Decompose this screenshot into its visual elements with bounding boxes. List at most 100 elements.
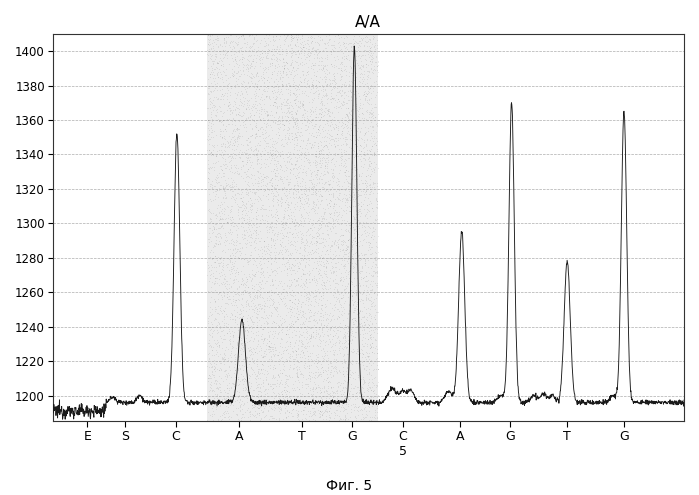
Point — [362, 239, 373, 247]
Point — [339, 389, 350, 396]
Point — [231, 264, 242, 272]
Point — [264, 229, 275, 237]
Point — [340, 62, 352, 70]
Point — [359, 94, 370, 102]
Point — [240, 234, 251, 242]
Point — [357, 312, 368, 320]
Point — [366, 109, 377, 117]
Point — [286, 321, 297, 329]
Point — [271, 334, 282, 342]
Point — [293, 323, 304, 331]
Point — [288, 212, 299, 220]
Point — [277, 220, 288, 228]
Point — [208, 224, 219, 232]
Point — [333, 31, 344, 39]
Point — [292, 373, 303, 381]
Point — [294, 59, 305, 67]
Point — [343, 280, 354, 288]
Point — [276, 175, 287, 183]
Point — [215, 215, 226, 223]
Point — [297, 348, 308, 356]
Point — [211, 384, 222, 392]
Point — [248, 302, 259, 310]
Point — [270, 350, 281, 358]
Point — [271, 304, 282, 312]
Point — [239, 40, 250, 48]
Point — [205, 372, 216, 380]
Point — [295, 301, 306, 309]
Point — [310, 188, 321, 196]
Point — [362, 370, 373, 378]
Point — [340, 186, 351, 194]
Point — [238, 325, 250, 333]
Point — [254, 257, 266, 265]
Point — [311, 332, 322, 340]
Point — [207, 398, 218, 406]
Point — [298, 351, 310, 359]
Point — [282, 113, 293, 121]
Point — [318, 86, 329, 94]
Point — [223, 80, 234, 88]
Point — [254, 365, 265, 373]
Point — [324, 411, 335, 419]
Point — [206, 279, 217, 287]
Point — [275, 397, 287, 405]
Point — [346, 174, 357, 182]
Point — [352, 193, 363, 201]
Point — [301, 187, 312, 195]
Point — [324, 196, 336, 204]
Point — [328, 166, 339, 174]
Point — [266, 259, 277, 267]
Point — [289, 97, 300, 104]
Point — [315, 331, 326, 339]
Point — [315, 223, 326, 231]
Point — [306, 276, 317, 284]
Point — [266, 255, 277, 263]
Point — [336, 151, 347, 159]
Point — [296, 128, 307, 136]
Bar — [207, 34, 377, 421]
Point — [285, 280, 296, 288]
Point — [308, 50, 319, 58]
Point — [294, 308, 305, 316]
Point — [292, 415, 303, 423]
Point — [284, 408, 295, 416]
Point — [276, 135, 287, 143]
Point — [352, 305, 363, 313]
Point — [228, 315, 239, 323]
Point — [346, 220, 357, 228]
Point — [266, 140, 278, 148]
Point — [293, 363, 304, 371]
Point — [345, 237, 356, 245]
Point — [317, 214, 329, 222]
Point — [363, 378, 374, 386]
Point — [364, 344, 375, 351]
Point — [332, 181, 343, 189]
Point — [257, 255, 268, 263]
Point — [273, 403, 284, 411]
Point — [254, 411, 265, 419]
Point — [290, 174, 301, 182]
Point — [239, 400, 250, 408]
Point — [286, 33, 297, 41]
Point — [329, 285, 340, 293]
Point — [322, 180, 333, 188]
Point — [295, 46, 306, 53]
Point — [245, 170, 257, 178]
Point — [358, 281, 369, 289]
Point — [309, 156, 320, 164]
Point — [340, 367, 352, 375]
Point — [231, 289, 243, 297]
Point — [255, 124, 266, 132]
Point — [213, 169, 224, 177]
Point — [308, 385, 319, 393]
Point — [342, 310, 353, 318]
Point — [279, 262, 290, 270]
Point — [324, 404, 335, 412]
Point — [231, 103, 242, 111]
Point — [316, 35, 327, 43]
Point — [226, 202, 238, 210]
Point — [240, 283, 251, 291]
Point — [245, 379, 257, 387]
Point — [305, 231, 316, 239]
